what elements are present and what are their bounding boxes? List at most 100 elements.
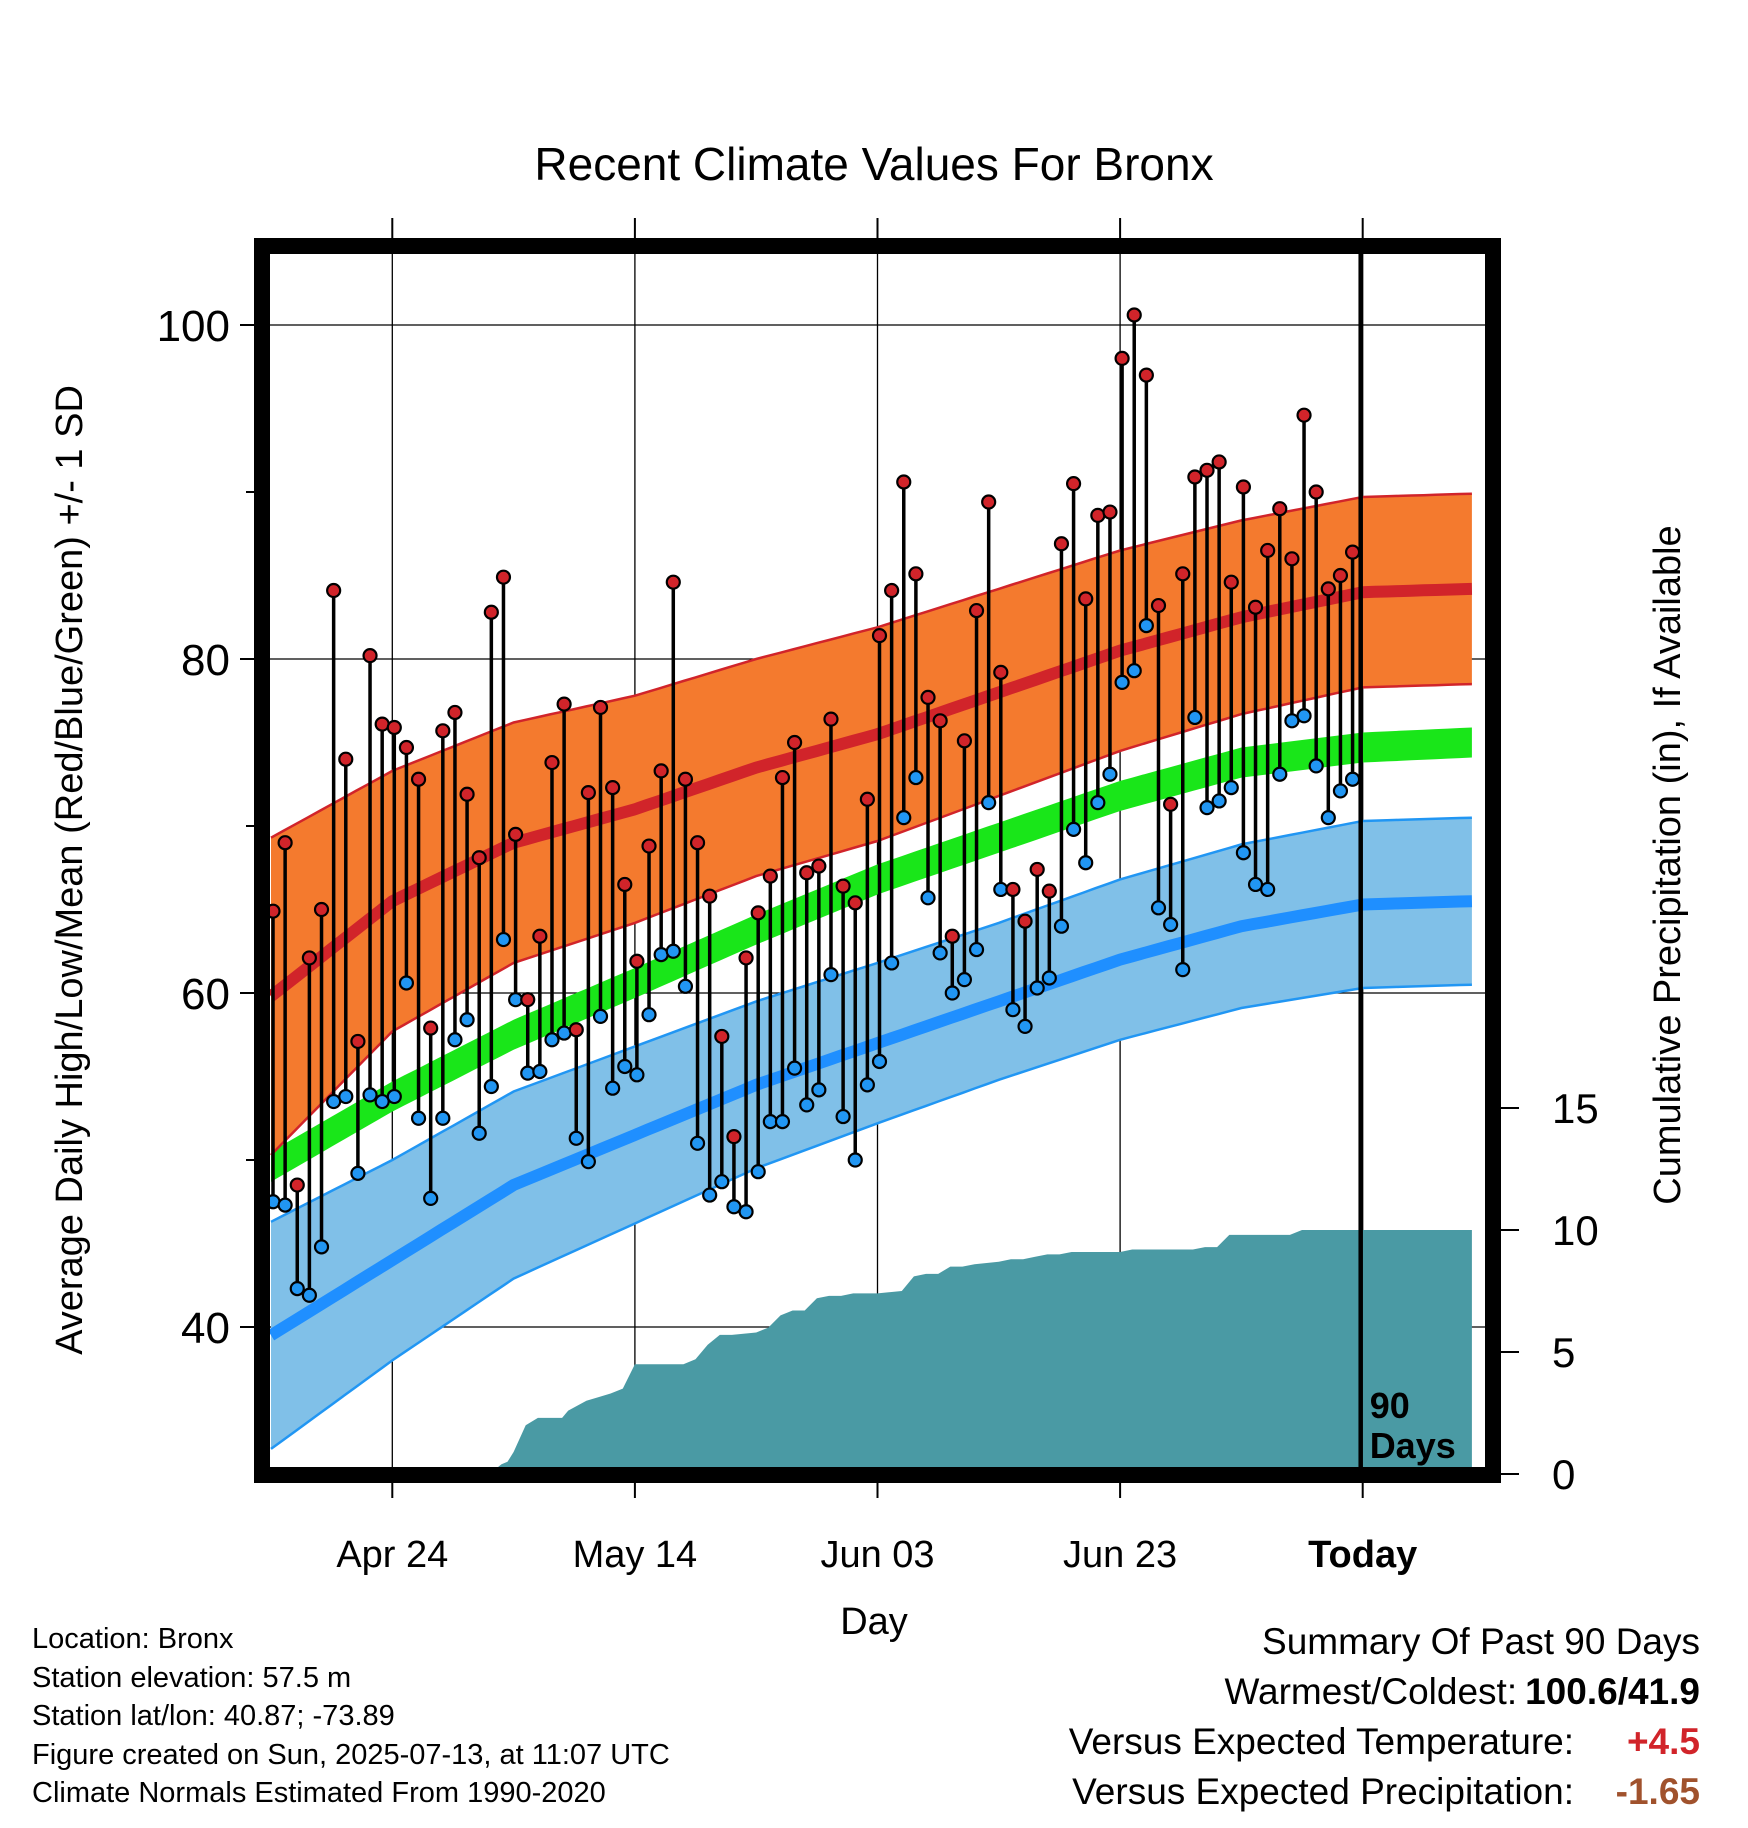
high-point: [835, 878, 851, 894]
low-point: [1102, 766, 1118, 782]
high-point: [435, 723, 451, 739]
high-point: [617, 876, 633, 893]
low-point: [689, 1135, 706, 1151]
high-point: [1187, 469, 1203, 485]
high-point: [386, 719, 402, 736]
summary-warm-cold: Warmest/Coldest: 100.6/41.9: [1069, 1667, 1700, 1717]
high-point: [750, 905, 766, 921]
low-point: [459, 1012, 475, 1028]
low-point: [520, 1065, 536, 1081]
x-tick-label: Jun 03: [820, 1534, 934, 1576]
low-point: [920, 890, 936, 906]
high-point: [277, 835, 293, 851]
low-point: [301, 1287, 317, 1303]
y-axis-label: Average Daily High/Low/Mean (Red/Blue/Gr…: [49, 385, 91, 1355]
low-point: [532, 1063, 548, 1080]
x-tick-label: Today: [1308, 1534, 1417, 1576]
low-point: [568, 1130, 584, 1146]
low-point: [1078, 855, 1094, 871]
right-tick-label: 0: [1552, 1451, 1575, 1498]
high-point: [677, 771, 694, 787]
temp-value: +4.5: [1626, 1721, 1700, 1762]
low-point: [338, 1088, 354, 1105]
high-point: [1344, 544, 1361, 560]
low-point: [1223, 779, 1239, 796]
low-point: [786, 1060, 803, 1076]
high-normal-band-upper-edge: [270, 492, 1472, 839]
precip-value: -1.65: [1615, 1771, 1700, 1812]
summary-precip: Versus Expected Precipitation: -1.65: [1069, 1767, 1700, 1817]
low-point: [774, 1113, 791, 1130]
low-point: [1308, 758, 1324, 774]
high-normal-band-lower-edge: [270, 682, 1472, 1156]
low-point: [968, 941, 985, 958]
high-point: [580, 784, 596, 801]
low-point: [944, 985, 960, 1001]
high-point: [689, 835, 706, 851]
high-point: [932, 713, 948, 729]
high-point: [1150, 597, 1167, 614]
right-tick-label: 15: [1552, 1085, 1599, 1132]
high-point: [289, 1177, 305, 1193]
low-point: [313, 1239, 330, 1255]
summary-heading: Summary Of Past 90 Days: [1262, 1621, 1700, 1662]
low-point: [605, 1080, 621, 1096]
high-point: [362, 648, 378, 664]
low-point: [871, 1053, 888, 1070]
plot-frame: [254, 238, 1501, 1483]
y-tick-label: 40: [181, 1304, 230, 1353]
temp-label: Versus Expected Temperature:: [1068, 1721, 1574, 1762]
station-info: Location: Bronx Station elevation: 57.5 …: [32, 1620, 670, 1813]
y-tick-label: 100: [157, 302, 230, 351]
low-point: [289, 1280, 305, 1297]
low-point: [859, 1077, 875, 1093]
chart-title: Recent Climate Values For Bronx: [534, 138, 1213, 190]
low-point: [1235, 845, 1252, 861]
low-point: [556, 1025, 572, 1041]
low-normal-band-upper-edge: [270, 816, 1472, 1223]
low-point: [398, 975, 415, 991]
high-point: [702, 888, 718, 904]
high-point: [1078, 591, 1094, 607]
high-point: [1320, 581, 1336, 597]
high-point: [410, 771, 427, 787]
high-point: [1332, 567, 1349, 584]
low-point: [981, 795, 997, 811]
high-point: [483, 604, 499, 620]
low-point: [1344, 771, 1361, 787]
low-point: [1029, 980, 1045, 996]
high-point: [1053, 536, 1070, 552]
low-point: [277, 1197, 293, 1213]
summary-temp: Versus Expected Temperature: +4.5: [1069, 1717, 1700, 1767]
low-point: [471, 1125, 487, 1141]
low-point: [1138, 617, 1154, 634]
today-label-days: Days: [1370, 1425, 1456, 1466]
low-point: [823, 967, 839, 983]
precip-label: Versus Expected Precipitation:: [1072, 1771, 1574, 1812]
high-point: [270, 903, 281, 919]
low-point: [1296, 708, 1312, 724]
high-point: [592, 699, 609, 716]
low-point: [629, 1067, 645, 1083]
low-point: [617, 1058, 633, 1075]
high-point: [447, 704, 463, 721]
warm-cold-value: 100.6/41.9: [1525, 1671, 1700, 1712]
low-point: [1126, 663, 1142, 679]
low-point: [750, 1164, 766, 1180]
high-point: [920, 689, 936, 706]
low-point: [350, 1165, 366, 1181]
axes: 40 60 80 100 Apr 24 May 14 Jun 03 Jun 23 Today 0 5…: [157, 218, 1599, 1576]
low-point: [677, 978, 694, 994]
high-point: [1284, 551, 1300, 567]
high-point: [471, 850, 487, 866]
low-point: [1175, 962, 1191, 978]
high-point: [1199, 462, 1215, 478]
high-point: [1247, 599, 1264, 615]
high-point: [1017, 913, 1033, 929]
low-point: [799, 1097, 815, 1113]
high-point: [1005, 881, 1021, 898]
low-point: [956, 972, 973, 988]
low-point: [1017, 1018, 1033, 1035]
